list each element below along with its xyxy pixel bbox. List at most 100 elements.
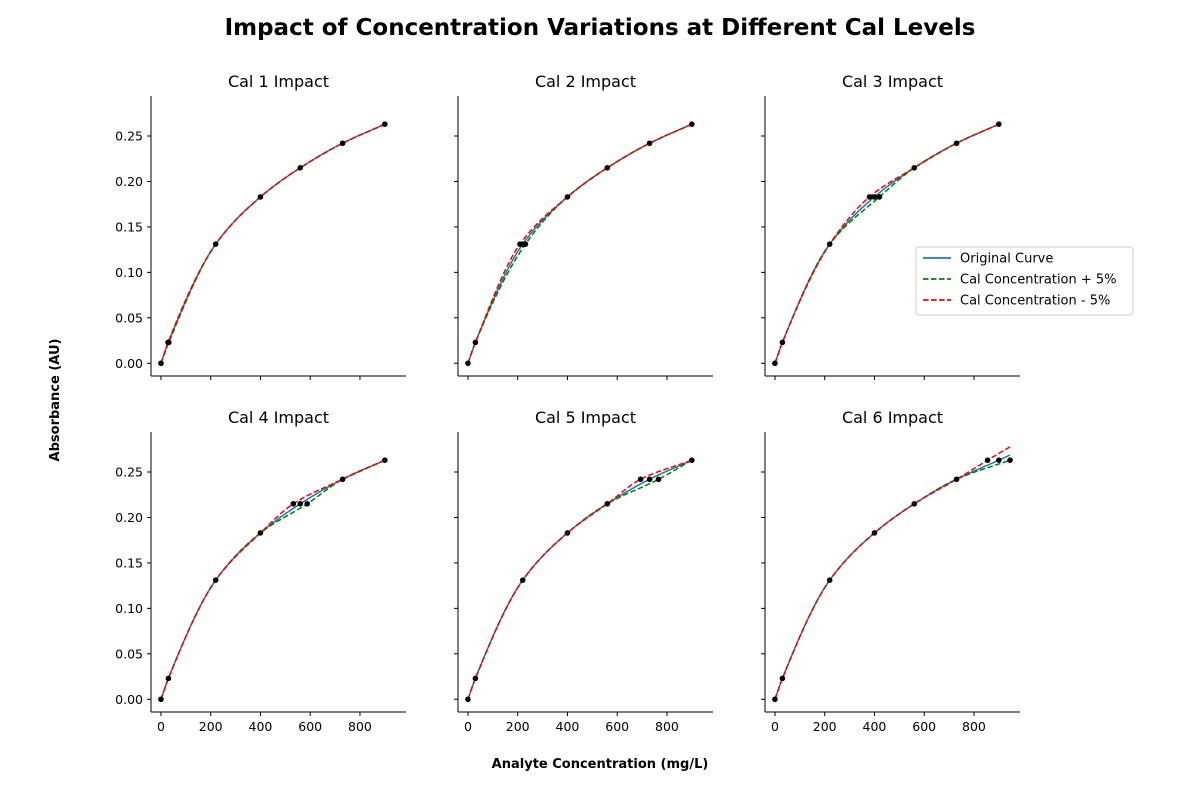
x-tick-label: 0 xyxy=(771,719,779,734)
minus-5pct-curve-line xyxy=(774,446,1011,700)
legend-box xyxy=(915,246,1134,316)
panel-cal-1: Cal 1 Impact 0.00 0.05 0.10 0.15 0.20 0.25 xyxy=(115,72,406,380)
calibrator-point xyxy=(297,165,304,171)
calibrator-point xyxy=(826,241,833,247)
minus-5pct-curve-line xyxy=(160,459,386,700)
calibrator-point xyxy=(472,339,479,346)
x-tick-label: 800 xyxy=(348,719,372,734)
panel-title: Cal 6 Impact xyxy=(842,408,943,427)
panel-cal-4: Cal 4 Impact 0.00 0.05 0.10 0.15 0.20 0.25 0 200… xyxy=(115,408,406,734)
y-tick-label: 0.15 xyxy=(115,219,143,234)
x-tick-label: 600 xyxy=(298,719,322,734)
calibrator-point xyxy=(1007,457,1013,463)
calibrator-point xyxy=(779,339,786,346)
calibrator-point xyxy=(165,339,171,346)
calibrator-point xyxy=(339,476,346,483)
calibrator-point xyxy=(871,194,878,200)
x-tick-label: 200 xyxy=(813,719,837,734)
y-tick-label: 0.00 xyxy=(115,356,143,371)
calibrator-point xyxy=(564,530,571,536)
legend-label: Original Curve xyxy=(960,252,1053,267)
calibrator-point xyxy=(689,457,695,463)
minus-5pct-curve-line xyxy=(467,459,693,700)
calibrator-point xyxy=(339,140,346,147)
panel-title: Cal 4 Impact xyxy=(228,408,329,427)
calibrator-point xyxy=(646,140,653,147)
calibrator-point xyxy=(911,501,918,507)
calibrator-point xyxy=(212,241,219,247)
panel-title: Cal 5 Impact xyxy=(535,408,636,427)
legend: Original Curve Cal Concentration + 5% Cal … xyxy=(915,246,1134,316)
minus-5pct-curve-line xyxy=(160,123,386,364)
y-tick-label: 0.20 xyxy=(115,510,143,525)
calibrator-point xyxy=(689,121,695,127)
calibrator-point xyxy=(996,457,1002,463)
y-tick-label: 0.10 xyxy=(115,601,143,616)
legend-label: Cal Concentration + 5% xyxy=(960,273,1117,288)
calibrator-point xyxy=(953,476,960,483)
x-tick-label: 600 xyxy=(605,719,629,734)
calibrator-point xyxy=(165,675,172,682)
calibrator-point xyxy=(911,165,918,171)
calibrator-point xyxy=(564,194,571,200)
subplot-grid: Cal 1 Impact0.000.050.100.150.200.25Cal … xyxy=(115,72,1020,734)
panel-cal-5: Cal 5 Impact 0 200 400 600 800 xyxy=(454,408,713,734)
panel-title: Cal 2 Impact xyxy=(535,72,636,91)
panel-title: Cal 1 Impact xyxy=(228,72,329,91)
calibrator-point xyxy=(257,530,264,536)
calibrator-point xyxy=(655,476,662,483)
calibrator-point xyxy=(382,457,388,463)
x-tick-label: 600 xyxy=(912,719,936,734)
x-tick-label: 400 xyxy=(249,719,273,734)
y-tick-label: 0.05 xyxy=(115,646,143,661)
y-tick-label: 0.25 xyxy=(115,129,143,144)
minus-5pct-curve-line xyxy=(774,123,1000,364)
calibrator-point xyxy=(984,457,991,463)
y-tick-label: 0.25 xyxy=(115,465,143,480)
calibrator-point xyxy=(826,577,833,583)
calibrator-point xyxy=(212,577,219,583)
calibrator-point xyxy=(519,577,526,583)
calibrator-point xyxy=(866,194,873,200)
calibrator-point xyxy=(953,140,960,147)
figure-title: Impact of Concentration Variations at Di… xyxy=(225,15,976,41)
panel-cal-2: Cal 2 Impact xyxy=(454,72,713,380)
y-tick-label: 0.20 xyxy=(115,174,143,189)
y-tick-label: 0.05 xyxy=(115,310,143,325)
y-axis-label: Absorbance (AU) xyxy=(48,339,63,462)
calibrator-point xyxy=(772,360,778,367)
minus-5pct-curve-line xyxy=(467,123,693,364)
calibrator-point xyxy=(522,241,529,247)
x-tick-label: 800 xyxy=(655,719,679,734)
legend-label: Cal Concentration - 5% xyxy=(960,294,1110,309)
y-tick-label: 0.10 xyxy=(115,265,143,280)
calibrator-point xyxy=(779,675,786,682)
calibrator-point xyxy=(472,675,479,682)
calibrator-point xyxy=(646,476,653,483)
calibrator-point xyxy=(517,241,523,247)
calibrator-point xyxy=(876,194,883,200)
calibrator-point xyxy=(604,165,611,171)
calibrator-point xyxy=(604,501,611,507)
y-tick-label: 0.15 xyxy=(115,555,143,570)
calibrator-point xyxy=(158,696,164,703)
calibrator-point xyxy=(772,696,778,703)
x-tick-label: 400 xyxy=(863,719,887,734)
calibrator-point xyxy=(290,501,297,507)
x-axis-label: Analyte Concentration (mg/L) xyxy=(492,757,709,772)
calibrator-point xyxy=(996,121,1002,127)
calibrator-point xyxy=(465,696,471,703)
x-tick-label: 0 xyxy=(157,719,165,734)
panel-title: Cal 3 Impact xyxy=(842,72,943,91)
panel-cal-3: Cal 3 Impact xyxy=(761,72,1020,380)
calibrator-point xyxy=(297,501,304,507)
x-tick-label: 800 xyxy=(962,719,986,734)
x-tick-label: 400 xyxy=(556,719,580,734)
panel-cal-6: Cal 6 Impact 0 200 400 600 800 xyxy=(761,408,1020,734)
calibrator-point xyxy=(304,501,311,507)
y-tick-label: 0.00 xyxy=(115,692,143,707)
calibrator-point xyxy=(871,530,878,536)
calibrator-point xyxy=(257,194,264,200)
